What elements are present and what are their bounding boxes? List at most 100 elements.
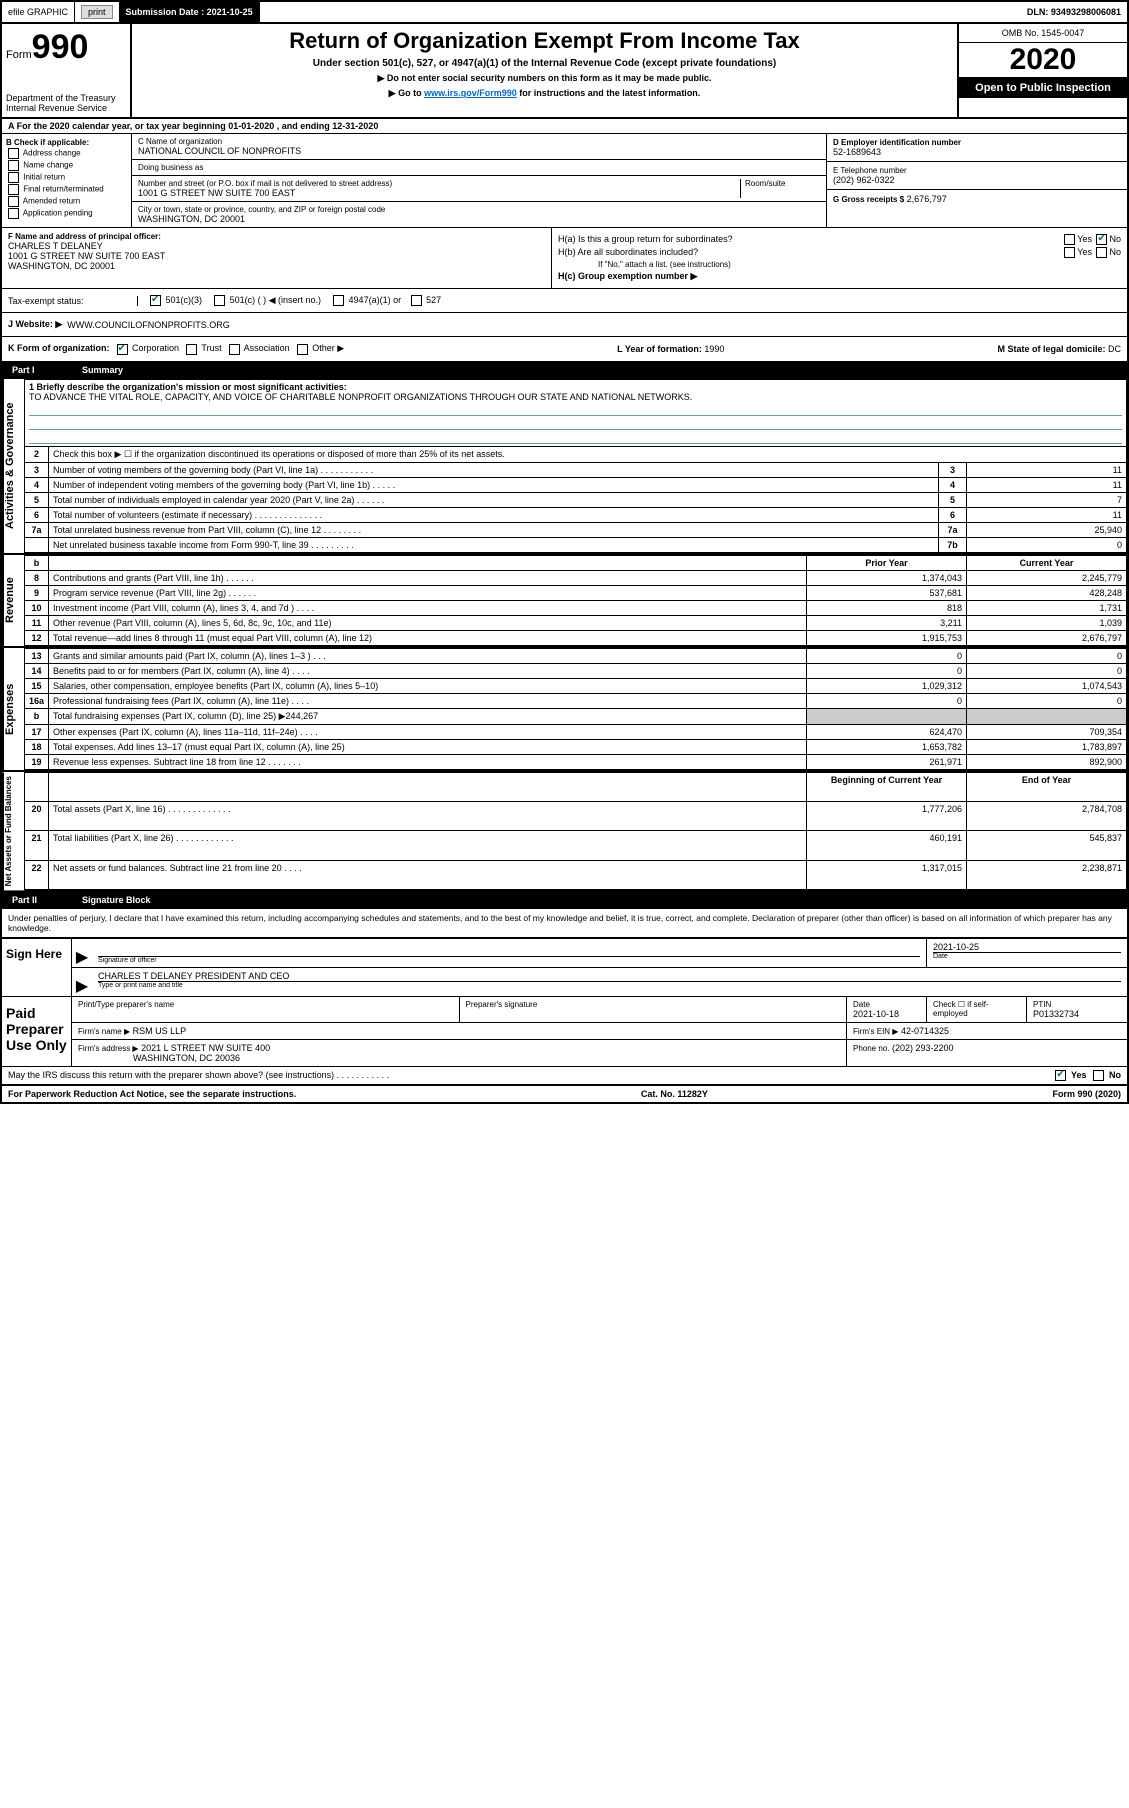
discuss-yes[interactable]: [1055, 1070, 1066, 1081]
part-1-header: Part ISummary: [2, 362, 1127, 379]
chk-4947[interactable]: [333, 295, 344, 306]
chk-final-return[interactable]: Final return/terminated: [6, 184, 127, 195]
chk-trust[interactable]: [186, 344, 197, 355]
form-number: Form990: [6, 28, 126, 67]
subtitle-3: Go to www.irs.gov/Form990 for instructio…: [142, 88, 947, 99]
hc-label: H(c) Group exemption number ▶: [558, 271, 1121, 282]
paid-preparer-label: Paid Preparer Use Only: [2, 997, 72, 1066]
city-label: City or town, state or province, country…: [138, 205, 820, 214]
table-row: 19Revenue less expenses. Subtract line 1…: [25, 754, 1127, 769]
arrow-icon: ▶: [72, 968, 92, 996]
table-row: 21Total liabilities (Part X, line 26) . …: [25, 831, 1127, 860]
paperwork-notice: For Paperwork Reduction Act Notice, see …: [8, 1089, 296, 1099]
side-label-activities: Activities & Governance: [2, 379, 24, 553]
chk-address-change[interactable]: Address change: [6, 148, 127, 159]
domicile: DC: [1108, 344, 1121, 354]
sign-date-label: Date: [933, 952, 1121, 960]
addr-label: Number and street (or P.O. box if mail i…: [138, 179, 740, 188]
row-k: K Form of organization: Corporation Trus…: [2, 337, 1127, 361]
sig-officer-label: Signature of officer: [98, 956, 920, 964]
table-row: 8Contributions and grants (Part VIII, li…: [25, 570, 1127, 585]
form-org-label: K Form of organization:: [8, 343, 110, 353]
sign-here-label: Sign Here: [2, 939, 72, 996]
chk-other[interactable]: [297, 344, 308, 355]
officer-name: CHARLES T DELANEY: [8, 241, 545, 251]
tax-status-label: Tax-exempt status:: [8, 296, 138, 306]
net-assets-section: Net Assets or Fund Balances Beginning of…: [2, 772, 1127, 892]
subtitle-1: Under section 501(c), 527, or 4947(a)(1)…: [142, 58, 947, 69]
table-row: 13Grants and similar amounts paid (Part …: [25, 648, 1127, 663]
hb-note: If "No," attach a list. (see instruction…: [558, 260, 1121, 269]
dba-label: Doing business as: [138, 163, 820, 172]
chk-assoc[interactable]: [229, 344, 240, 355]
year-formation: 1990: [704, 344, 724, 354]
hb-no[interactable]: [1096, 247, 1107, 258]
side-label-revenue: Revenue: [2, 555, 24, 646]
gross-receipts: 2,676,797: [907, 194, 947, 204]
chk-501c3[interactable]: [150, 295, 161, 306]
website-url: WWW.COUNCILOFNONPROFITS.ORG: [67, 320, 230, 330]
dln: DLN: 93493298006081: [1021, 2, 1127, 22]
officer-addr1: 1001 G STREET NW SUITE 700 EAST: [8, 251, 545, 261]
header-right: OMB No. 1545-0047 2020 Open to Public In…: [957, 24, 1127, 117]
tax-year: 2020: [959, 43, 1127, 78]
chk-amended[interactable]: Amended return: [6, 196, 127, 207]
print-button[interactable]: print: [81, 5, 113, 19]
page-footer: For Paperwork Reduction Act Notice, see …: [2, 1086, 1127, 1102]
chk-corp[interactable]: [117, 344, 128, 355]
signature-block: Sign Here ▶ Signature of officer 2021-10…: [2, 937, 1127, 1067]
chk-name-change[interactable]: Name change: [6, 160, 127, 171]
q2: Check this box ▶ ☐ if the organization d…: [49, 446, 1127, 462]
table-row: 9Program service revenue (Part VIII, lin…: [25, 585, 1127, 600]
discuss-row: May the IRS discuss this return with the…: [2, 1067, 1127, 1086]
sign-date: 2021-10-25: [933, 942, 1121, 952]
form-ref: Form 990 (2020): [1052, 1089, 1121, 1099]
table-row: 22Net assets or fund balances. Subtract …: [25, 860, 1127, 889]
officer-printed-name: CHARLES T DELANEY PRESIDENT AND CEO: [98, 971, 1121, 981]
discuss-no[interactable]: [1093, 1070, 1104, 1081]
omb-number: OMB No. 1545-0047: [959, 24, 1127, 43]
table-row: 18Total expenses. Add lines 13–17 (must …: [25, 739, 1127, 754]
org-name-label: C Name of organization: [138, 137, 820, 146]
revenue-section: Revenue bPrior YearCurrent Year 8Contrib…: [2, 555, 1127, 648]
net-assets-table: Beginning of Current YearEnd of Year 20T…: [24, 772, 1127, 890]
table-row: Net unrelated business taxable income fr…: [25, 537, 1127, 552]
phone-label: E Telephone number: [833, 166, 1121, 175]
row-a-tax-year: A For the 2020 calendar year, or tax yea…: [2, 119, 1127, 134]
table-row: 3Number of voting members of the governi…: [25, 462, 1127, 477]
table-row: 5Total number of individuals employed in…: [25, 492, 1127, 507]
table-row: 17Other expenses (Part IX, column (A), l…: [25, 724, 1127, 739]
table-row: 20Total assets (Part X, line 16) . . . .…: [25, 801, 1127, 830]
submission-date: Submission Date : 2021-10-25: [120, 2, 260, 22]
table-row: 11Other revenue (Part VIII, column (A), …: [25, 615, 1127, 630]
ha-no[interactable]: [1096, 234, 1107, 245]
printed-name-label: Type or print name and title: [98, 981, 1121, 989]
chk-initial-return[interactable]: Initial return: [6, 172, 127, 183]
part-2-header: Part IISignature Block: [2, 892, 1127, 909]
table-row: 12Total revenue—add lines 8 through 11 (…: [25, 630, 1127, 645]
chk-501c[interactable]: [214, 295, 225, 306]
hb-label: H(b) Are all subordinates included?: [558, 247, 1062, 258]
expenses-table: 13Grants and similar amounts paid (Part …: [24, 648, 1127, 770]
ha-label: H(a) Is this a group return for subordin…: [558, 234, 1062, 245]
dept-treasury: Department of the Treasury: [6, 93, 126, 103]
city-state-zip: WASHINGTON, DC 20001: [138, 214, 820, 224]
ein: 52-1689643: [833, 147, 1121, 157]
mission-text: TO ADVANCE THE VITAL ROLE, CAPACITY, AND…: [29, 392, 1122, 402]
chk-pending[interactable]: Application pending: [6, 208, 127, 219]
street-address: 1001 G STREET NW SUITE 700 EAST: [138, 188, 740, 198]
chk-527[interactable]: [411, 295, 422, 306]
open-to-public: Open to Public Inspection: [959, 78, 1127, 98]
irs-link[interactable]: www.irs.gov/Form990: [424, 88, 517, 98]
discuss-q: May the IRS discuss this return with the…: [8, 1070, 1053, 1081]
ha-yes[interactable]: [1064, 234, 1075, 245]
box-c: C Name of organization NATIONAL COUNCIL …: [132, 134, 827, 227]
info-grid: B Check if applicable: Address change Na…: [2, 134, 1127, 228]
table-row: 6Total number of volunteers (estimate if…: [25, 507, 1127, 522]
officer-label: F Name and address of principal officer:: [8, 232, 545, 241]
mission-q: 1 Briefly describe the organization's mi…: [29, 382, 1122, 392]
penalty-text: Under penalties of perjury, I declare th…: [2, 909, 1127, 937]
box-b-label: B Check if applicable:: [6, 138, 127, 147]
section-fgh: F Name and address of principal officer:…: [2, 228, 1127, 289]
hb-yes[interactable]: [1064, 247, 1075, 258]
